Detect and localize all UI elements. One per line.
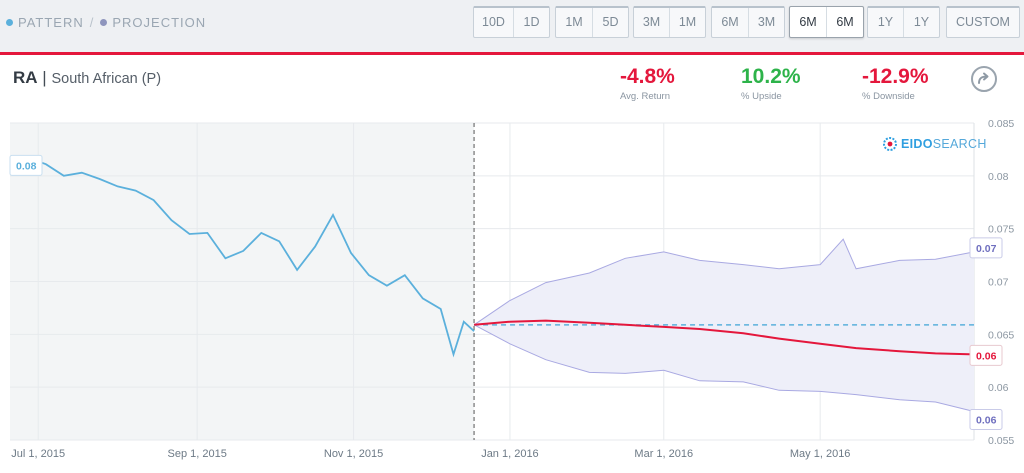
range-group-10d-1d[interactable]: 10D 1D bbox=[473, 6, 550, 38]
value-badge-label: 0.06 bbox=[976, 414, 997, 426]
accent-divider bbox=[0, 52, 1024, 55]
x-axis-labels: Jul 1, 2015 Sep 1, 2015 Nov 1, 2015 Jan 1, … bbox=[11, 448, 850, 460]
y-tick-label: 0.075 bbox=[988, 224, 1014, 236]
value-badge-box bbox=[9, 154, 43, 176]
y-tick-label: 0.085 bbox=[988, 118, 1014, 130]
custom-label[interactable]: CUSTOM bbox=[956, 15, 1010, 29]
range-button-1y[interactable]: 1Y bbox=[868, 7, 904, 37]
value-labels: 0.08 0.07 0.06 0.06 bbox=[9, 154, 1003, 430]
y-tick-label: 0.055 bbox=[988, 435, 1014, 447]
value-badge: 0.08 bbox=[9, 154, 43, 176]
projection-series-line bbox=[474, 319, 975, 356]
value-badge: 0.06 bbox=[969, 344, 1003, 366]
projection-chart: Jul 1, 2015 Sep 1, 2015 Nov 1, 2015 Jan 1, … bbox=[9, 118, 1014, 460]
group-cap bbox=[474, 6, 549, 8]
value-badge: 0.07 bbox=[969, 237, 1003, 259]
legend-projection: PROJECTION bbox=[112, 15, 207, 30]
value-badge-label: 0.07 bbox=[976, 243, 997, 255]
value-badge-label: 0.08 bbox=[16, 160, 37, 172]
range-button-6m[interactable]: 6M bbox=[712, 7, 749, 37]
group-cap bbox=[556, 6, 628, 8]
group-cap bbox=[868, 6, 939, 8]
stat-label: % Downside bbox=[862, 91, 915, 102]
y-axis-labels: 0.085 0.08 0.075 0.07 0.065 0.06 0.055 bbox=[988, 118, 1014, 447]
y-tick-label: 0.065 bbox=[988, 329, 1014, 341]
value-badge-box bbox=[969, 344, 1003, 366]
pattern-dot-icon bbox=[6, 19, 13, 26]
y-tick-label: 0.06 bbox=[988, 382, 1009, 394]
value-badge: 0.06 bbox=[969, 408, 1003, 430]
range-button-5d[interactable]: 5D bbox=[602, 15, 619, 29]
top-toolbar: PATTERN / PROJECTION 10D 1D 1M 5D 3M 1M … bbox=[0, 0, 1024, 52]
brand-part2: SEARCH bbox=[932, 137, 987, 151]
group-cap bbox=[947, 6, 1019, 8]
stat-avg-return: -4.8% Avg. Return bbox=[620, 65, 675, 102]
value-badge-label: 0.06 bbox=[976, 350, 997, 362]
x-tick-label: Jul 1, 2015 bbox=[11, 448, 65, 460]
x-tick-label: Mar 1, 2016 bbox=[634, 448, 693, 460]
ticker-separator: | bbox=[42, 68, 47, 87]
stat-label: Avg. Return bbox=[620, 91, 670, 102]
legend-pattern: PATTERN bbox=[18, 15, 84, 30]
range-button-1d[interactable]: 1D bbox=[523, 15, 540, 29]
value-badge-box bbox=[969, 408, 1003, 430]
share-arrow-icon[interactable] bbox=[971, 66, 997, 92]
range-group-3m-1m[interactable]: 3M 1M bbox=[633, 6, 706, 38]
custom-range-button[interactable]: CUSTOM bbox=[946, 6, 1020, 38]
projection-range-band bbox=[474, 239, 974, 412]
range-button-6m-active[interactable]: 6M bbox=[790, 7, 827, 37]
range-group-6m-3m[interactable]: 6M 3M bbox=[711, 6, 785, 38]
x-tick-label: Jan 1, 2016 bbox=[481, 448, 539, 460]
pattern-series-line bbox=[9, 156, 475, 358]
ticker-title: RA | South African (P) bbox=[13, 68, 161, 88]
group-cap bbox=[634, 6, 705, 8]
range-group-1y-1y[interactable]: 1Y 1Y bbox=[867, 6, 940, 38]
group-cap bbox=[712, 6, 784, 8]
x-tick-label: Sep 1, 2015 bbox=[167, 448, 226, 460]
eidosearch-logo-icon bbox=[883, 137, 897, 151]
range-group-1m-5d[interactable]: 1M 5D bbox=[555, 6, 629, 38]
y-tick-label: 0.07 bbox=[988, 277, 1009, 289]
stat-value: 10.2% bbox=[741, 65, 801, 88]
ticker-symbol: RA bbox=[13, 68, 38, 87]
projection-dot-icon bbox=[100, 19, 108, 26]
range-button-1m[interactable]: 1M bbox=[556, 7, 593, 37]
range-button-1m-proj[interactable]: 1M bbox=[678, 15, 697, 29]
range-button-3m[interactable]: 3M bbox=[634, 7, 670, 37]
y-tick-label: 0.08 bbox=[988, 171, 1009, 183]
ticker-name: South African (P) bbox=[51, 71, 162, 87]
eidosearch-logo: EIDO SEARCH bbox=[882, 136, 987, 152]
stat-downside: -12.9% % Downside bbox=[862, 65, 929, 102]
range-button-10d[interactable]: 10D bbox=[474, 7, 514, 37]
chart-legend: PATTERN / PROJECTION bbox=[6, 15, 206, 30]
stat-label: % Upside bbox=[741, 91, 782, 102]
downside-line bbox=[473, 324, 975, 412]
x-tick-label: May 1, 2016 bbox=[790, 448, 851, 460]
range-button-3m-proj[interactable]: 3M bbox=[757, 15, 776, 29]
stat-value: -4.8% bbox=[620, 65, 675, 88]
range-button-1y-proj[interactable]: 1Y bbox=[913, 15, 930, 29]
upside-line bbox=[473, 238, 975, 326]
value-badge-box bbox=[969, 237, 1003, 259]
stat-value: -12.9% bbox=[862, 65, 929, 88]
stat-upside: 10.2% % Upside bbox=[741, 65, 801, 102]
legend-separator: / bbox=[89, 15, 95, 30]
range-button-6m-proj[interactable]: 6M bbox=[836, 15, 854, 29]
brand-part1: EIDO bbox=[901, 137, 933, 151]
range-group-6m-6m[interactable]: 6M 6M bbox=[789, 6, 864, 38]
x-tick-label: Nov 1, 2015 bbox=[324, 448, 383, 460]
